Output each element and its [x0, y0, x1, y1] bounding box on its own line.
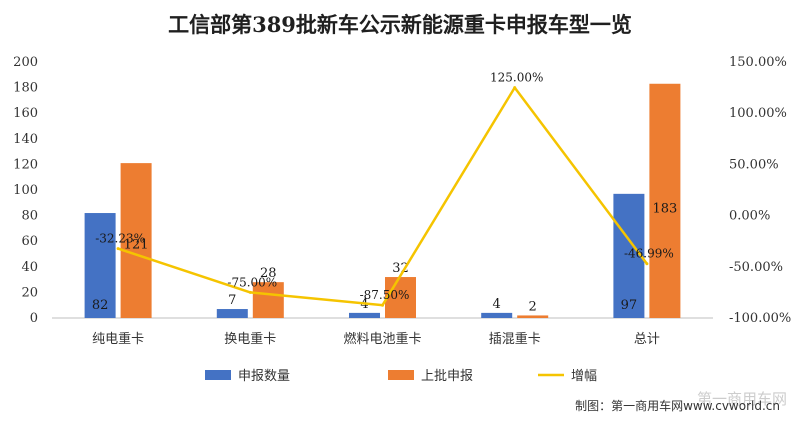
bar-declared: [216, 309, 248, 318]
bar-previous: [517, 315, 549, 318]
left-axis-ticks: 0 20 40 60 80 100 120 140 160 180 200: [13, 55, 38, 326]
legend-swatch: [388, 370, 414, 380]
right-axis-tick: 100.00%: [729, 106, 787, 121]
left-axis-tick: 0: [30, 311, 38, 326]
credit-text: 制图：第一商用车网www.cvworld.cn: [575, 398, 780, 413]
right-axis-ticks: -100.00% -50.00% 0.00% 50.00% 100.00% 150.00%: [729, 55, 791, 326]
growth-point: [513, 86, 517, 90]
growth-point: [248, 290, 252, 294]
chart-title: 工信部第389批新车公示新能源重卡申报车型一览: [168, 12, 632, 37]
legend: 申报数量 上批申报 增幅: [205, 369, 597, 384]
left-axis-tick: 160: [13, 106, 38, 121]
growth-label: -87.50%: [360, 288, 410, 302]
bar-marks: [84, 83, 681, 318]
bar-previous: [649, 83, 681, 318]
growth-label: -32.23%: [95, 232, 145, 246]
bar-declared-label: 7: [228, 293, 236, 308]
bar-previous: [385, 277, 416, 318]
bar-declared: [613, 193, 645, 318]
left-axis-tick: 140: [13, 132, 38, 147]
growth-data-labels: -32.23% -75.00% -87.50% 125.00% -46.99%: [95, 71, 674, 303]
bar-previous-label: 183: [652, 202, 677, 217]
growth-point: [381, 303, 384, 307]
left-axis-tick: 120: [13, 157, 38, 172]
bar-declared: [481, 312, 513, 318]
left-axis-tick: 40: [21, 260, 38, 275]
watermark-text: 第一商用车网: [697, 390, 787, 408]
bar-declared-label: 97: [621, 298, 638, 313]
category-labels: 纯电重卡 换电重卡 燃料电池重卡 插混重卡 总计: [92, 331, 660, 347]
left-axis-tick: 180: [13, 81, 38, 96]
left-axis-tick: 20: [21, 285, 38, 300]
category-label: 插混重卡: [489, 331, 541, 347]
left-axis-tick: 60: [21, 234, 38, 249]
category-label: 总计: [634, 332, 660, 347]
bar-previous-label: 121: [124, 237, 149, 252]
growth-label: -46.99%: [624, 247, 674, 261]
growth-point: [116, 247, 120, 251]
bar-previous: [252, 282, 284, 318]
left-axis-tick: 100: [13, 183, 38, 198]
bar-declared: [349, 312, 380, 318]
bar-previous-label: 28: [260, 266, 277, 281]
bar-previous-label: 32: [392, 261, 409, 276]
category-label: 纯电重卡: [92, 331, 144, 347]
right-axis-tick: 0.00%: [729, 209, 770, 224]
legend-swatch: [205, 370, 231, 380]
left-axis-tick: 80: [21, 209, 38, 224]
bar-declared-label: 4: [493, 297, 501, 312]
legend-label: 增幅: [571, 369, 597, 384]
category-label: 换电重卡: [224, 331, 276, 347]
right-axis-tick: -100.00%: [729, 311, 791, 326]
growth-point: [645, 262, 649, 266]
growth-label: -75.00%: [227, 275, 277, 289]
category-label: 燃料电池重卡: [343, 331, 421, 347]
bar-previous: [120, 163, 152, 318]
bar-declared: [84, 213, 116, 318]
left-axis-tick: 200: [13, 55, 38, 70]
growth-line-series: [116, 86, 649, 307]
bar-previous-label: 2: [529, 299, 537, 314]
right-axis-tick: 50.00%: [729, 157, 779, 172]
right-axis-tick: -50.00%: [729, 260, 783, 275]
right-axis-tick: 150.00%: [729, 55, 787, 70]
legend-label: 上批申报: [421, 369, 473, 384]
growth-line: [117, 86, 648, 307]
legend-label: 申报数量: [238, 369, 290, 384]
bar-declared-label: 82: [92, 298, 109, 313]
growth-label: 125.00%: [490, 71, 543, 85]
